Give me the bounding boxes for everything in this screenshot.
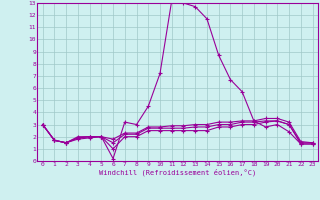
X-axis label: Windchill (Refroidissement éolien,°C): Windchill (Refroidissement éolien,°C) [99,168,256,176]
